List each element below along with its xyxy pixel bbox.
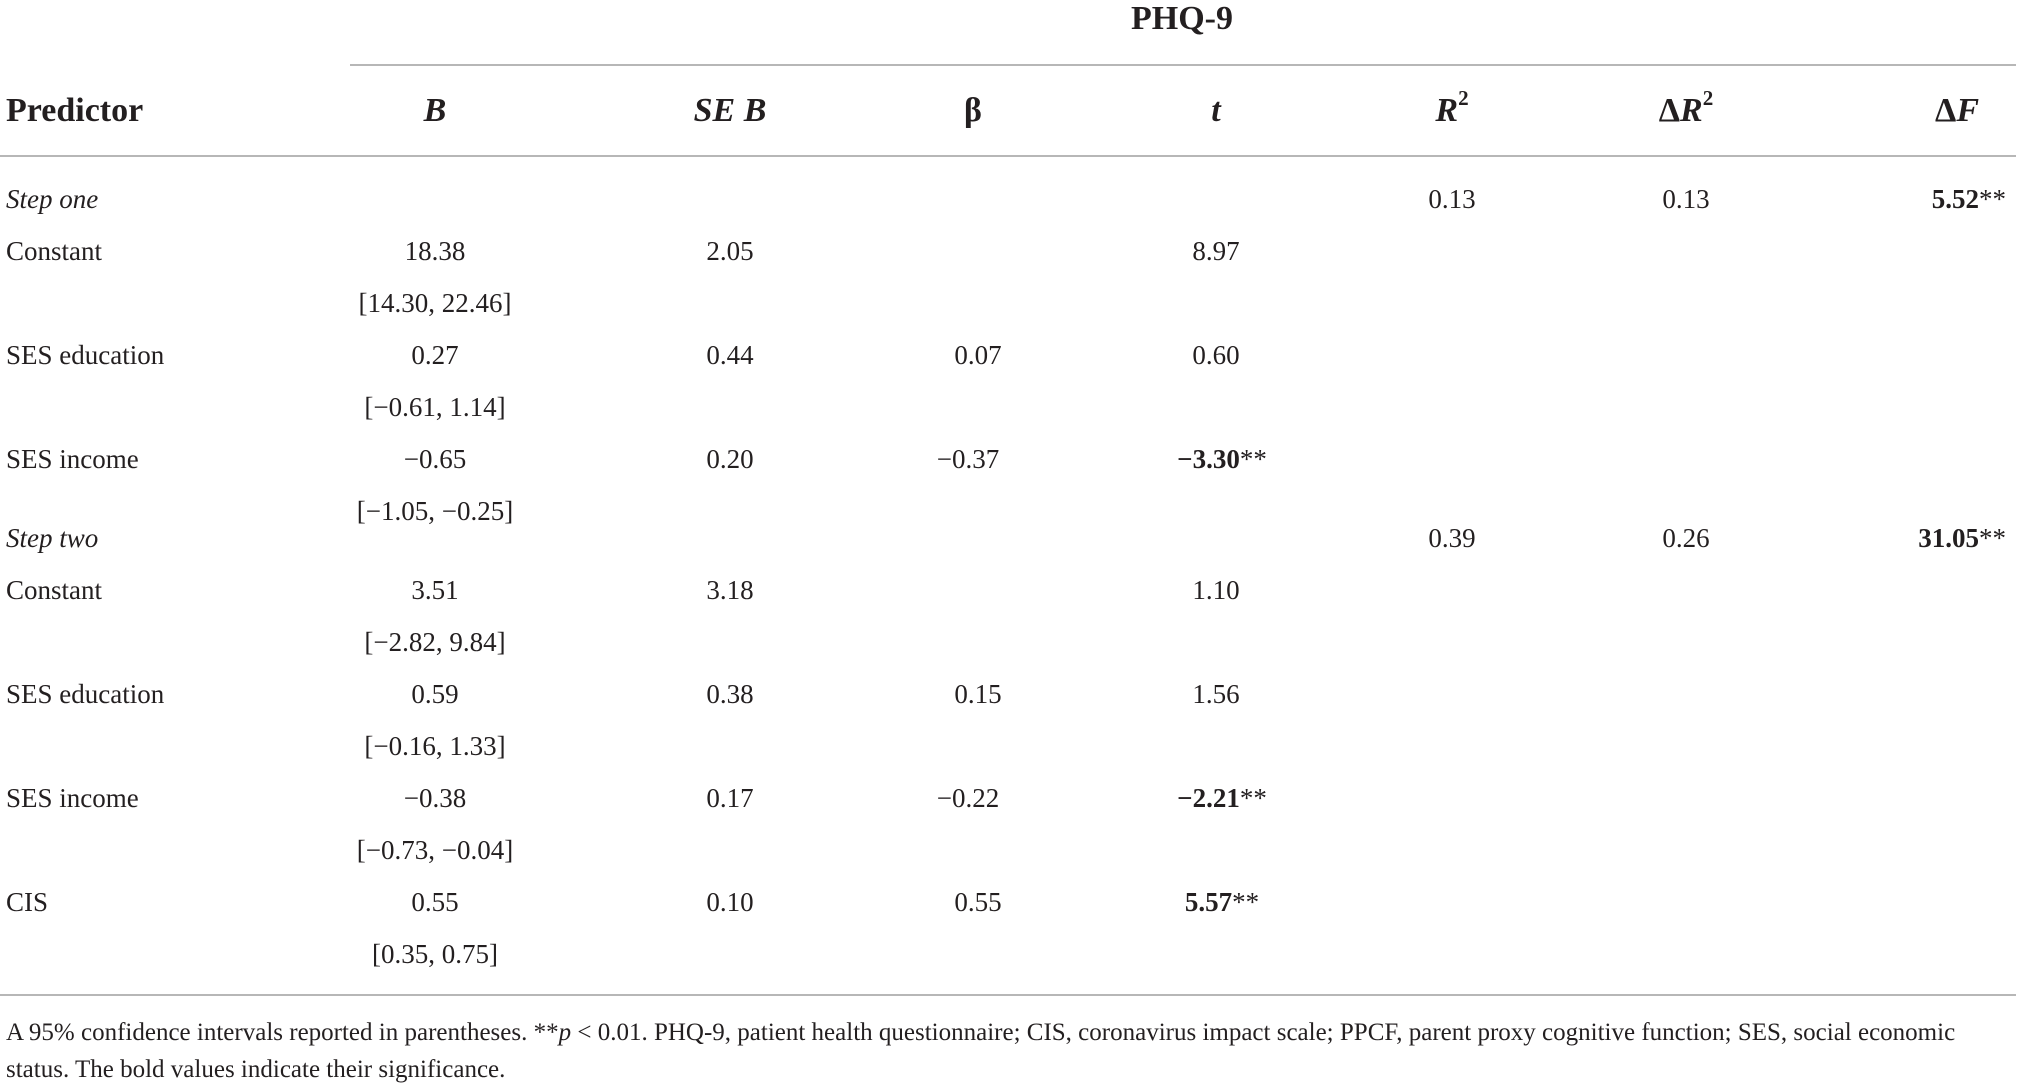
row-step-one-r2: 0.13 bbox=[1428, 184, 1476, 214]
row-constant-2-ci: [−2.82, 9.84] bbox=[364, 627, 506, 657]
row-constant-1-b: 18.38 bbox=[404, 236, 466, 266]
group-header-rule bbox=[350, 64, 2016, 66]
row-cis-se-b: 0.10 bbox=[706, 887, 754, 917]
row-ses-education-2-t: 1.56 bbox=[1192, 679, 1240, 709]
col-header-beta: β bbox=[964, 92, 982, 129]
row-step-one-label: Step one bbox=[6, 184, 99, 214]
col-header-delta-f: ΔF bbox=[1934, 92, 1980, 129]
row-constant-2-se-b: 3.18 bbox=[706, 575, 754, 605]
col-header-delta-r2: ΔR2 bbox=[1658, 86, 1714, 129]
table-footnote: A 95% confidence intervals reported in p… bbox=[6, 1019, 1956, 1083]
row-ses-education-1-t: 0.60 bbox=[1192, 340, 1240, 370]
row-ses-education-2-label: SES education bbox=[6, 679, 165, 709]
row-cis-t: 5.57** bbox=[1184, 887, 1260, 917]
row-ses-education-2-ci: [−0.16, 1.33] bbox=[364, 731, 506, 761]
row-ses-education-1-ci: [−0.61, 1.14] bbox=[364, 392, 506, 422]
row-ses-income-1-label: SES income bbox=[6, 444, 139, 474]
row-ses-education-1-b: 0.27 bbox=[411, 340, 459, 370]
row-constant-2-t: 1.10 bbox=[1192, 575, 1240, 605]
row-ses-education-2-se-b: 0.38 bbox=[706, 679, 754, 709]
row-ses-income-2-se-b: 0.17 bbox=[706, 783, 754, 813]
col-header-predictor: Predictor bbox=[6, 92, 144, 129]
col-header-t: t bbox=[1211, 92, 1221, 129]
row-ses-income-1-beta: −0.37 bbox=[936, 444, 1000, 474]
col-header-b: B bbox=[423, 92, 447, 129]
row-cis-ci: [0.35, 0.75] bbox=[372, 939, 498, 969]
row-cis-label: CIS bbox=[6, 887, 49, 917]
row-step-one-delta-r2: 0.13 bbox=[1662, 184, 1710, 214]
header-rule bbox=[0, 155, 2016, 157]
row-ses-education-1-beta: 0.07 bbox=[954, 340, 1002, 370]
row-cis-b: 0.55 bbox=[411, 887, 459, 917]
row-ses-income-2-t: −2.21** bbox=[1177, 783, 1267, 813]
row-ses-income-1-se-b: 0.20 bbox=[706, 444, 754, 474]
row-cis-beta: 0.55 bbox=[954, 887, 1002, 917]
table-bottom-rule bbox=[0, 994, 2016, 996]
col-header-r2: R2 bbox=[1435, 86, 1469, 129]
row-ses-income-1-b: −0.65 bbox=[403, 444, 467, 474]
row-step-two-r2: 0.39 bbox=[1428, 523, 1476, 553]
group-header: PHQ-9 bbox=[1131, 0, 1233, 37]
row-constant-1-label: Constant bbox=[6, 236, 103, 266]
row-constant-1-ci: [14.30, 22.46] bbox=[358, 288, 512, 318]
row-ses-education-2-beta: 0.15 bbox=[954, 679, 1002, 709]
row-ses-income-1-t: −3.30** bbox=[1177, 444, 1267, 474]
row-ses-education-2-b: 0.59 bbox=[411, 679, 459, 709]
row-constant-1-se-b: 2.05 bbox=[706, 236, 754, 266]
row-ses-education-1-label: SES education bbox=[6, 340, 165, 370]
row-ses-income-2-ci: [−0.73, −0.04] bbox=[356, 835, 514, 865]
row-step-two-label: Step two bbox=[6, 523, 99, 553]
row-ses-income-2-b: −0.38 bbox=[403, 783, 467, 813]
row-step-one-delta-f: 5.52** bbox=[1931, 184, 2006, 214]
row-constant-2-b: 3.51 bbox=[411, 575, 459, 605]
row-step-two-delta-r2: 0.26 bbox=[1662, 523, 1710, 553]
row-ses-income-2-label: SES income bbox=[6, 783, 139, 813]
row-ses-income-1-ci: [−1.05, −0.25] bbox=[356, 496, 514, 526]
row-ses-education-1-se-b: 0.44 bbox=[706, 340, 754, 370]
col-header-se-b: SE B bbox=[693, 92, 767, 129]
row-constant-1-t: 8.97 bbox=[1192, 236, 1240, 266]
row-constant-2-label: Constant bbox=[6, 575, 103, 605]
row-ses-income-2-beta: −0.22 bbox=[936, 783, 1000, 813]
row-step-two-delta-f: 31.05** bbox=[1918, 523, 2006, 553]
